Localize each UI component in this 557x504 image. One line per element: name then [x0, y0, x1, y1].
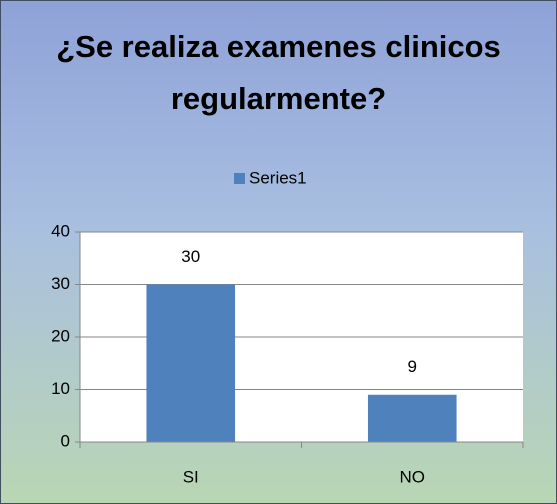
chart-title: ¿Se realiza examenes clinicos regularmen…: [56, 29, 501, 116]
y-tick-label: 20: [51, 326, 70, 345]
x-tick-label: NO: [400, 467, 426, 486]
data-label: 30: [181, 247, 200, 266]
data-label: 9: [408, 357, 417, 376]
legend-swatch: [234, 173, 245, 184]
bar: [367, 394, 457, 442]
legend-label: Series1: [249, 168, 307, 187]
y-tick-label: 0: [61, 431, 70, 450]
y-tick-label: 30: [51, 274, 70, 293]
y-tick-label: 10: [51, 379, 70, 398]
y-tick-label: 40: [51, 221, 70, 240]
bar: [146, 284, 236, 442]
x-tick-label: SI: [183, 467, 199, 486]
